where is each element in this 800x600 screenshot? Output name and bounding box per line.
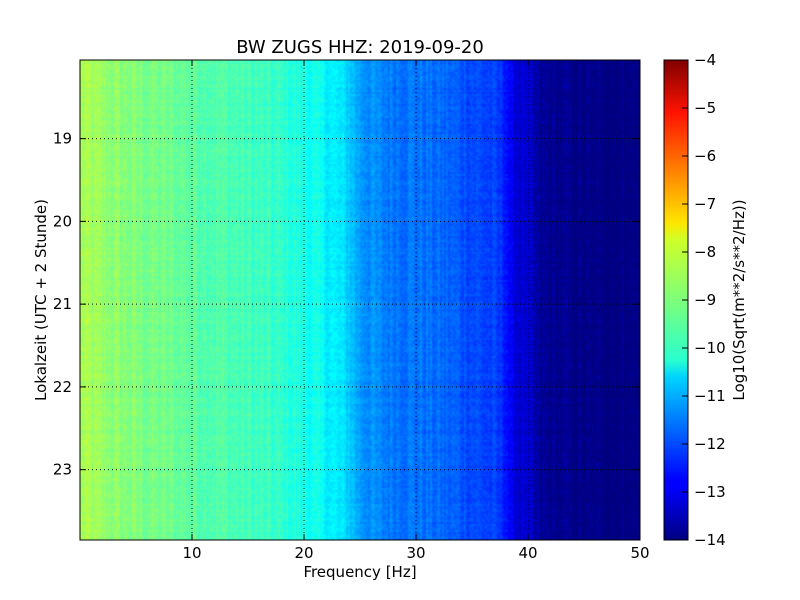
x-tick-label: 10 xyxy=(182,544,201,562)
colorbar-ticks: −14 −13 −12 −11 −10 −9 −8 −7 −6 −5 −4 xyxy=(682,51,726,549)
plot-area: 10 20 30 40 50 19 20 21 22 23 xyxy=(53,59,650,562)
y-tick-label: 21 xyxy=(53,295,72,313)
chart-title: BW ZUGS HHZ: 2019-09-20 xyxy=(236,37,484,58)
colorbar-tick-label: −12 xyxy=(694,435,726,453)
x-axis-ticks: 10 20 30 40 50 xyxy=(182,60,650,562)
y-tick-label: 20 xyxy=(53,212,72,230)
x-tick-label: 50 xyxy=(630,544,649,562)
colorbar-tick-label: −9 xyxy=(694,291,716,309)
y-tick-label: 19 xyxy=(53,130,72,148)
colorbar-tick-label: −7 xyxy=(694,195,716,213)
colorbar: −14 −13 −12 −11 −10 −9 −8 −7 −6 −5 −4 Log10(Sqrt(m… xyxy=(663,51,748,549)
x-tick-label: 30 xyxy=(406,544,425,562)
spectrogram-heatmap xyxy=(80,60,640,540)
colorbar-label: Log10(Sqrt(m**2/s**2/Hz)) xyxy=(730,199,748,400)
colorbar-tick-label: −5 xyxy=(694,99,716,117)
y-axis-ticks: 19 20 21 22 23 xyxy=(53,130,640,479)
x-axis-label: Frequency [Hz] xyxy=(303,563,416,581)
colorbar-tick-label: −6 xyxy=(694,147,716,165)
colorbar-tick-label: −14 xyxy=(694,531,726,549)
colorbar-tick-label: −8 xyxy=(694,243,716,261)
x-tick-label: 20 xyxy=(294,544,313,562)
y-tick-label: 22 xyxy=(53,378,72,396)
plot-frame xyxy=(79,59,641,541)
colorbar-tick-label: −11 xyxy=(694,387,726,405)
colorbar-tick-label: −13 xyxy=(694,483,726,501)
grid-lines xyxy=(80,60,640,540)
colorbar-tick-label: −10 xyxy=(694,339,726,357)
colorbar-tick-label: −4 xyxy=(694,51,716,69)
x-tick-label: 40 xyxy=(518,544,537,562)
y-tick-label: 23 xyxy=(53,461,72,479)
y-axis-label: Lokalzeit (UTC + 2 Stunde) xyxy=(32,199,50,401)
